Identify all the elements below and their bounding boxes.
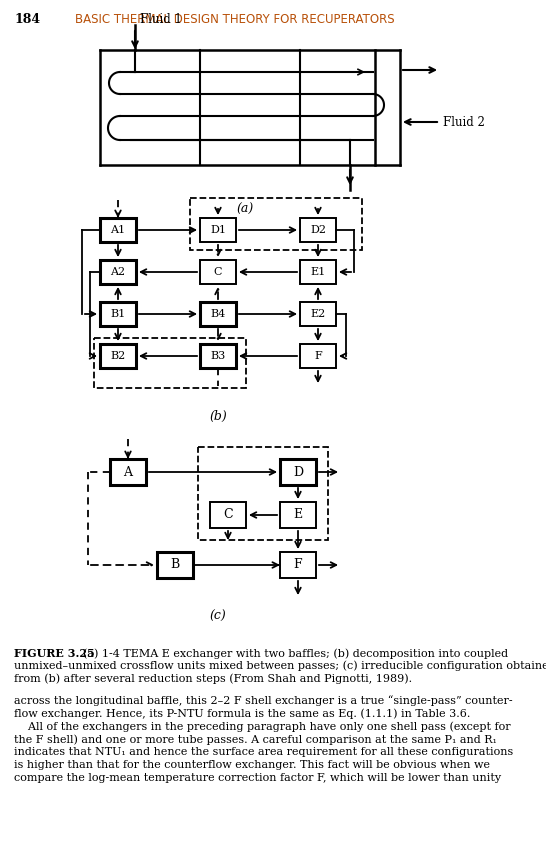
Text: F: F [314,351,322,361]
Text: All of the exchangers in the preceding paragraph have only one shell pass (excep: All of the exchangers in the preceding p… [14,721,511,732]
Text: indicates that NTU₁ and hence the surface area requirement for all these configu: indicates that NTU₁ and hence the surfac… [14,747,513,757]
Bar [200,218,236,242]
Text: (a) 1-4 TEMA E exchanger with two baffles; (b) decomposition into coupled: (a) 1-4 TEMA E exchanger with two baffle… [76,648,508,659]
Text: A2: A2 [110,267,126,277]
Text: D: D [293,465,303,478]
Text: Fluid 1: Fluid 1 [140,13,182,26]
Bar [300,344,336,368]
Text: from (b) after several reduction steps (From Shah and Pignotti, 1989).: from (b) after several reduction steps (… [14,673,412,684]
Text: flow exchanger. Hence, its P-NTU formula is the same as Eq. (1.1.1) in Table 3.6: flow exchanger. Hence, its P-NTU formula… [14,708,470,719]
Bar [280,459,316,485]
Text: C: C [213,267,222,277]
Text: B4: B4 [210,309,225,319]
Bar [100,302,136,326]
Bar [190,198,362,250]
Text: F: F [294,558,302,571]
Text: unmixed–unmixed crossflow units mixed between passes; (c) irreducible configurat: unmixed–unmixed crossflow units mixed be… [14,661,546,671]
Bar [200,344,236,368]
Text: FIGURE 3.25: FIGURE 3.25 [14,648,95,659]
Text: is higher than that for the counterflow exchanger. This fact will be obvious whe: is higher than that for the counterflow … [14,760,490,770]
Text: C: C [223,509,233,522]
Text: 184: 184 [14,13,40,26]
Bar [157,552,193,578]
Text: E: E [293,509,302,522]
Text: A1: A1 [110,225,126,235]
Text: (c): (c) [210,610,227,623]
Text: D2: D2 [310,225,326,235]
Bar [300,218,336,242]
Text: E1: E1 [310,267,325,277]
Bar [300,302,336,326]
Text: A: A [123,465,133,478]
Bar [210,502,246,528]
Text: (b): (b) [209,410,227,423]
Text: (a): (a) [236,203,254,216]
Bar [280,552,316,578]
Bar [100,260,136,284]
Text: E2: E2 [310,309,325,319]
Text: Fluid 2: Fluid 2 [443,115,485,128]
Bar [94,338,246,388]
Text: across the longitudinal baffle, this 2–2 F shell exchanger is a true “single-pas: across the longitudinal baffle, this 2–2… [14,695,513,706]
Text: B3: B3 [210,351,225,361]
Bar [280,502,316,528]
Bar [200,302,236,326]
Text: B1: B1 [110,309,126,319]
Text: B: B [170,558,180,571]
Bar [300,260,336,284]
Text: D1: D1 [210,225,226,235]
Bar [110,459,146,485]
Bar [100,344,136,368]
Text: B2: B2 [110,351,126,361]
Bar [100,218,136,242]
Bar [200,260,236,284]
Text: the F shell) and one or more tube passes. A careful comparison at the same P₁ an: the F shell) and one or more tube passes… [14,734,497,745]
Bar [198,447,328,540]
Text: BASIC THERMAL DESIGN THEORY FOR RECUPERATORS: BASIC THERMAL DESIGN THEORY FOR RECUPERA… [75,13,395,26]
Text: compare the log-mean temperature correction factor F, which will be lower than u: compare the log-mean temperature correct… [14,773,501,783]
